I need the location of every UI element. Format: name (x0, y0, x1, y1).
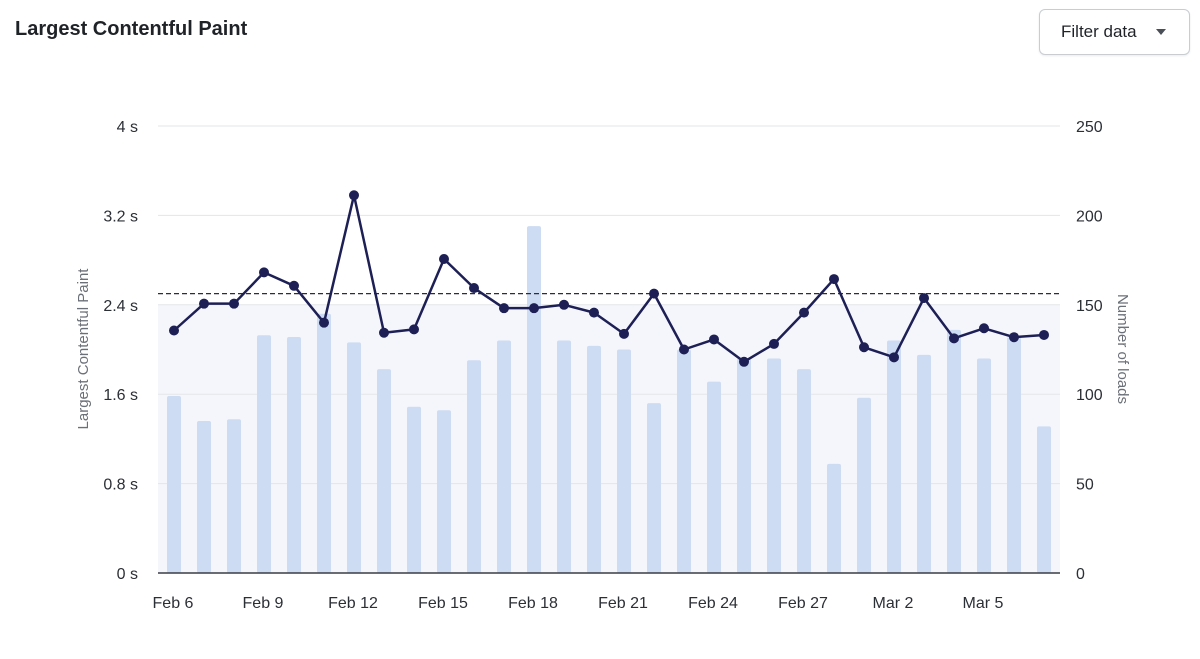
x-tick-label: Feb 18 (508, 595, 558, 612)
lcp-point (949, 333, 959, 344)
lcp-point (709, 334, 719, 345)
x-tick-label: Mar 5 (963, 595, 1004, 612)
loads-bar (227, 419, 241, 573)
loads-bar (917, 354, 931, 573)
lcp-point (169, 325, 179, 336)
y-left-tick-label: 0.8 s (103, 477, 138, 494)
lcp-point (499, 303, 509, 314)
loads-bar (887, 340, 901, 573)
x-tick-label: Feb 15 (418, 595, 468, 612)
y-right-tick-label: 50 (1076, 477, 1094, 494)
loads-bar (617, 349, 631, 573)
lcp-point (889, 352, 899, 363)
lcp-point (559, 299, 569, 310)
x-tick-label: Feb 6 (153, 595, 194, 612)
loads-bar (677, 349, 691, 573)
lcp-point (679, 344, 689, 355)
loads-bar (827, 463, 841, 573)
lcp-point (1039, 329, 1049, 340)
lcp-point (229, 298, 239, 309)
x-tick-label: Feb 21 (598, 595, 648, 612)
loads-bar (737, 358, 751, 573)
x-tick-label: Feb 9 (243, 595, 284, 612)
y-right-tick-label: 250 (1076, 119, 1103, 136)
lcp-point (199, 298, 209, 309)
loads-bar (437, 410, 451, 573)
lcp-point (379, 327, 389, 338)
y-right-axis-title: Number of loads (1114, 294, 1131, 404)
loads-bar (317, 313, 331, 573)
x-tick-label: Feb 24 (688, 595, 738, 612)
y-right-tick-label: 150 (1076, 298, 1103, 315)
lcp-point (769, 338, 779, 349)
lcp-point (589, 307, 599, 318)
lcp-line (173, 194, 1045, 364)
loads-bar (977, 358, 991, 573)
lcp-point (799, 307, 809, 318)
x-tick-label: Feb 12 (328, 595, 378, 612)
y-right-tick-label: 100 (1076, 387, 1103, 404)
loads-bar (587, 345, 601, 573)
loads-bar (257, 335, 271, 573)
good-range-band (158, 304, 1060, 573)
y-left-tick-label: 0 s (117, 566, 138, 583)
lcp-point (439, 253, 449, 264)
y-right-tick-label: 0 (1076, 566, 1085, 583)
y-left-tick-label: 1.6 s (103, 387, 138, 404)
lcp-point (1009, 332, 1019, 343)
filter-data-button[interactable]: Filter data (1039, 9, 1190, 55)
y-right-tick-label: 200 (1076, 208, 1103, 225)
loads-bar (1007, 336, 1021, 573)
chart-title: Largest Contentful Paint (15, 18, 248, 40)
loads-bar (797, 369, 811, 573)
loads-bar (527, 226, 541, 574)
lcp-point (259, 267, 269, 278)
lcp-point (469, 283, 479, 294)
lcp-point (619, 328, 629, 339)
y-left-tick-label: 4 s (117, 119, 138, 136)
lcp-point (739, 356, 749, 367)
y-left-tick-label: 2.4 s (103, 298, 138, 315)
lcp-point (829, 274, 839, 285)
loads-bar (857, 397, 871, 573)
loads-bar (287, 336, 301, 573)
loads-bar (197, 421, 211, 573)
loads-bar (167, 395, 181, 573)
lcp-point (319, 317, 329, 328)
loads-bar (947, 329, 961, 573)
lcp-point (349, 190, 359, 201)
loads-bar (707, 381, 721, 573)
loads-bar (647, 403, 661, 573)
filter-data-label: Filter data (1061, 22, 1137, 41)
lcp-point (409, 324, 419, 335)
loads-bar (377, 369, 391, 573)
y-left-axis-title: Largest Contentful Paint (75, 268, 92, 430)
x-tick-label: Feb 27 (778, 595, 828, 612)
x-tick-label: Mar 2 (873, 595, 914, 612)
loads-bar (497, 340, 511, 573)
loads-bar (557, 340, 571, 573)
loads-bar (767, 358, 781, 573)
loads-bar (1037, 426, 1051, 573)
lcp-point (919, 293, 929, 304)
caret-down-icon (1156, 29, 1166, 35)
loads-bar (347, 342, 361, 573)
loads-bar (467, 360, 481, 573)
lcp-point (529, 303, 539, 314)
lcp-point (859, 342, 869, 353)
y-left-tick-label: 3.2 s (103, 208, 138, 225)
lcp-point (289, 280, 299, 291)
lcp-point (979, 323, 989, 334)
lcp-point (649, 288, 659, 299)
loads-bar (407, 406, 421, 573)
